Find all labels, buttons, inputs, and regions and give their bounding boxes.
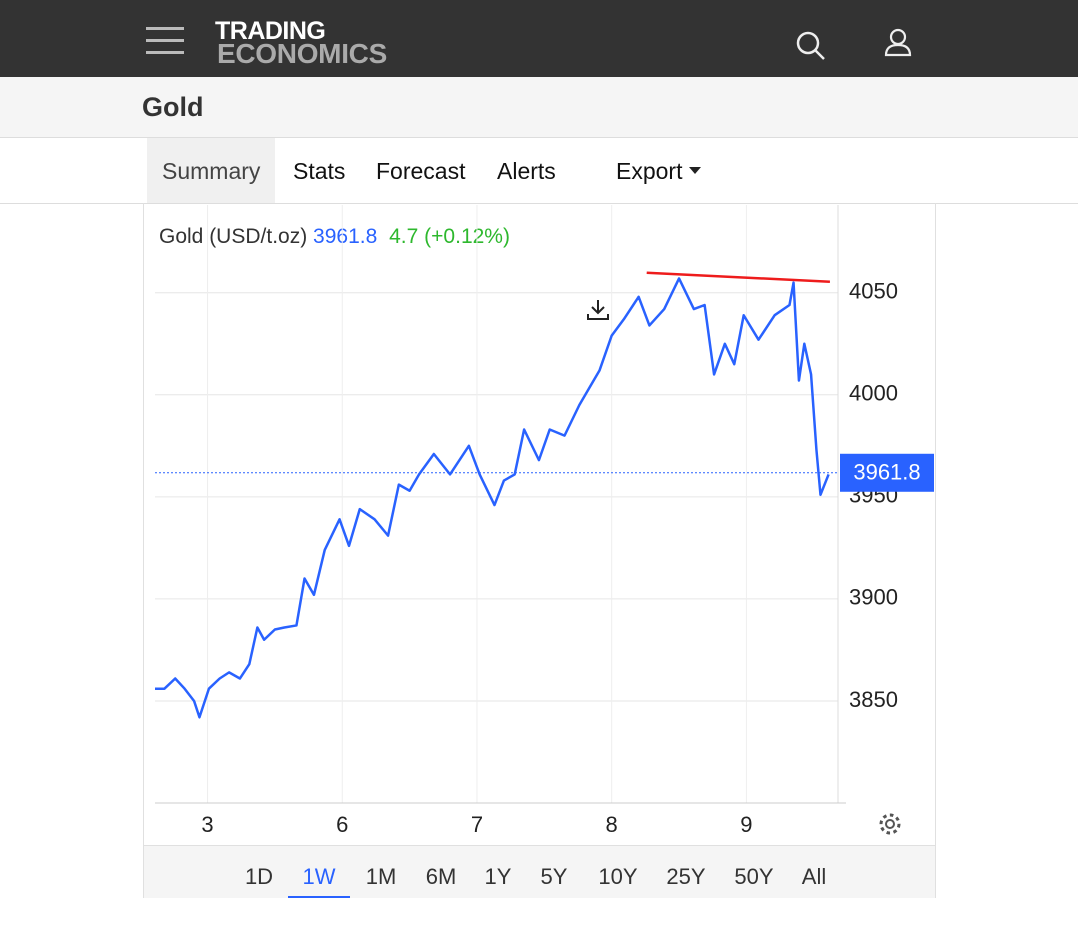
logo-top[interactable]: TRADING (215, 17, 326, 45)
tab[interactable]: Summary (147, 138, 275, 203)
range-button[interactable]: 1D (244, 864, 274, 889)
caret[interactable] (689, 167, 701, 175)
menu-icon[interactable] (146, 26, 184, 56)
tab[interactable]: Forecast (376, 158, 466, 184)
tab[interactable]: Stats (293, 158, 346, 184)
price-change: 4.7 (389, 225, 419, 248)
search-icon[interactable] (795, 30, 827, 62)
range-button[interactable]: 1Y (484, 864, 512, 889)
range-button[interactable]: 25Y (666, 864, 706, 889)
range-button[interactable]: 1M (365, 864, 397, 889)
range-buttons: 1D 1W 1M 6M 1Y 5Y 10Y 25Y 50Y All (144, 845, 935, 898)
tab[interactable]: Alerts (497, 158, 556, 184)
chart-title: Gold (USD/t.oz) (159, 225, 308, 248)
title-band (0, 77, 1078, 138)
tabs: Summary Stats Forecast Alerts Export (0, 138, 1078, 320)
range-button[interactable]: 5Y (540, 864, 568, 889)
range-button[interactable]: 50Y (734, 864, 774, 889)
tab[interactable]: Export (616, 158, 683, 184)
range-button[interactable]: 6M (425, 864, 457, 889)
logo-bottom[interactable]: ECONOMICS (217, 38, 387, 69)
top-bar: TRADING ECONOMICS (0, 0, 1078, 77)
last-price: 3961.8 (313, 225, 378, 248)
chart-box (143, 203, 936, 898)
range-button[interactable]: All (801, 864, 827, 889)
chart-info: Gold (USD/t.oz) 3961.8 4.7 (+0.12%) (159, 225, 510, 249)
page-title: Gold (142, 92, 204, 122)
range-button[interactable]: 10Y (598, 864, 638, 889)
settings-icon[interactable] (877, 811, 903, 837)
user-icon[interactable] (883, 28, 913, 58)
range-button[interactable]: 1W (288, 846, 350, 898)
price-change-percent: (+0.12%) (424, 225, 510, 248)
